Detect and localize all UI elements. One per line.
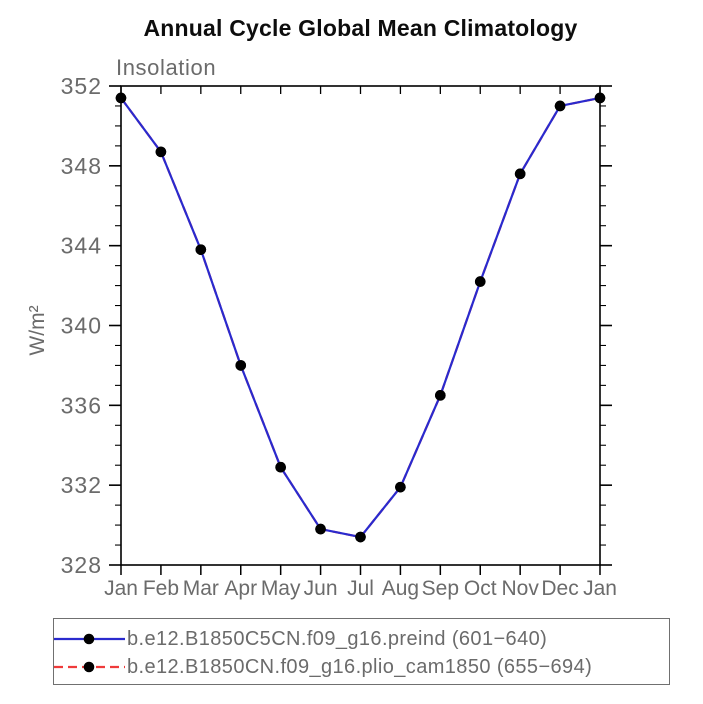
legend-solid-line-icon xyxy=(54,633,125,645)
y-tick-label: 328 xyxy=(61,552,102,578)
y-tick-label: 348 xyxy=(61,153,102,179)
data-point-marker xyxy=(275,461,286,473)
y-axis-title: W/m² xyxy=(26,305,49,355)
x-tick-label: Oct xyxy=(464,577,497,600)
x-tick-label: Aug xyxy=(382,577,419,600)
x-tick-label: Jul xyxy=(347,577,374,600)
legend-item: b.e12.B1850CN.f09_g16.plio_cam1850 (655−… xyxy=(54,654,669,680)
legend-label: b.e12.B1850C5CN.f09_g16.preind (601−640) xyxy=(127,627,548,650)
x-tick-label: Jun xyxy=(304,577,338,600)
data-point-marker xyxy=(195,244,207,255)
data-point-marker xyxy=(115,92,127,104)
x-tick-label: May xyxy=(261,577,301,600)
chart-subtitle: Insolation xyxy=(116,55,217,80)
y-tick-label: 352 xyxy=(61,73,102,99)
data-point-marker xyxy=(315,523,326,535)
series-line-1 xyxy=(120,96,601,539)
y-tick-label: 344 xyxy=(61,233,102,259)
x-tick-label: Jan xyxy=(583,577,617,600)
data-point-marker xyxy=(235,360,247,371)
data-point-marker xyxy=(155,146,167,158)
data-point-marker xyxy=(554,100,566,112)
data-point-marker xyxy=(594,92,606,104)
chart-title: Annual Cycle Global Mean Climatology xyxy=(143,15,578,41)
x-tick-label: Sep xyxy=(422,577,459,600)
plot-frame xyxy=(120,85,601,566)
x-tick-label: Dec xyxy=(541,577,578,600)
series-line-2 xyxy=(120,96,601,539)
legend-item: b.e12.B1850C5CN.f09_g16.preind (601−640) xyxy=(54,626,669,652)
legend: b.e12.B1850C5CN.f09_g16.preind (601−640)… xyxy=(53,618,670,685)
x-tick-label: Jan xyxy=(104,577,138,600)
x-tick-label: Mar xyxy=(183,577,219,600)
x-tick-label: Apr xyxy=(224,577,257,600)
data-point-marker xyxy=(474,276,486,287)
legend-label: b.e12.B1850CN.f09_g16.plio_cam1850 (655−… xyxy=(127,655,593,678)
data-point-marker xyxy=(435,390,446,401)
data-point-marker xyxy=(355,531,366,543)
x-tick-label: Feb xyxy=(143,577,179,600)
y-tick-label: 332 xyxy=(61,472,102,498)
y-tick-label: 336 xyxy=(61,392,102,418)
x-tick-label: Nov xyxy=(501,577,539,600)
data-point-marker xyxy=(514,168,526,180)
y-tick-label: 340 xyxy=(61,313,102,339)
legend-dashed-line-icon xyxy=(54,661,125,673)
data-point-marker xyxy=(395,481,406,493)
